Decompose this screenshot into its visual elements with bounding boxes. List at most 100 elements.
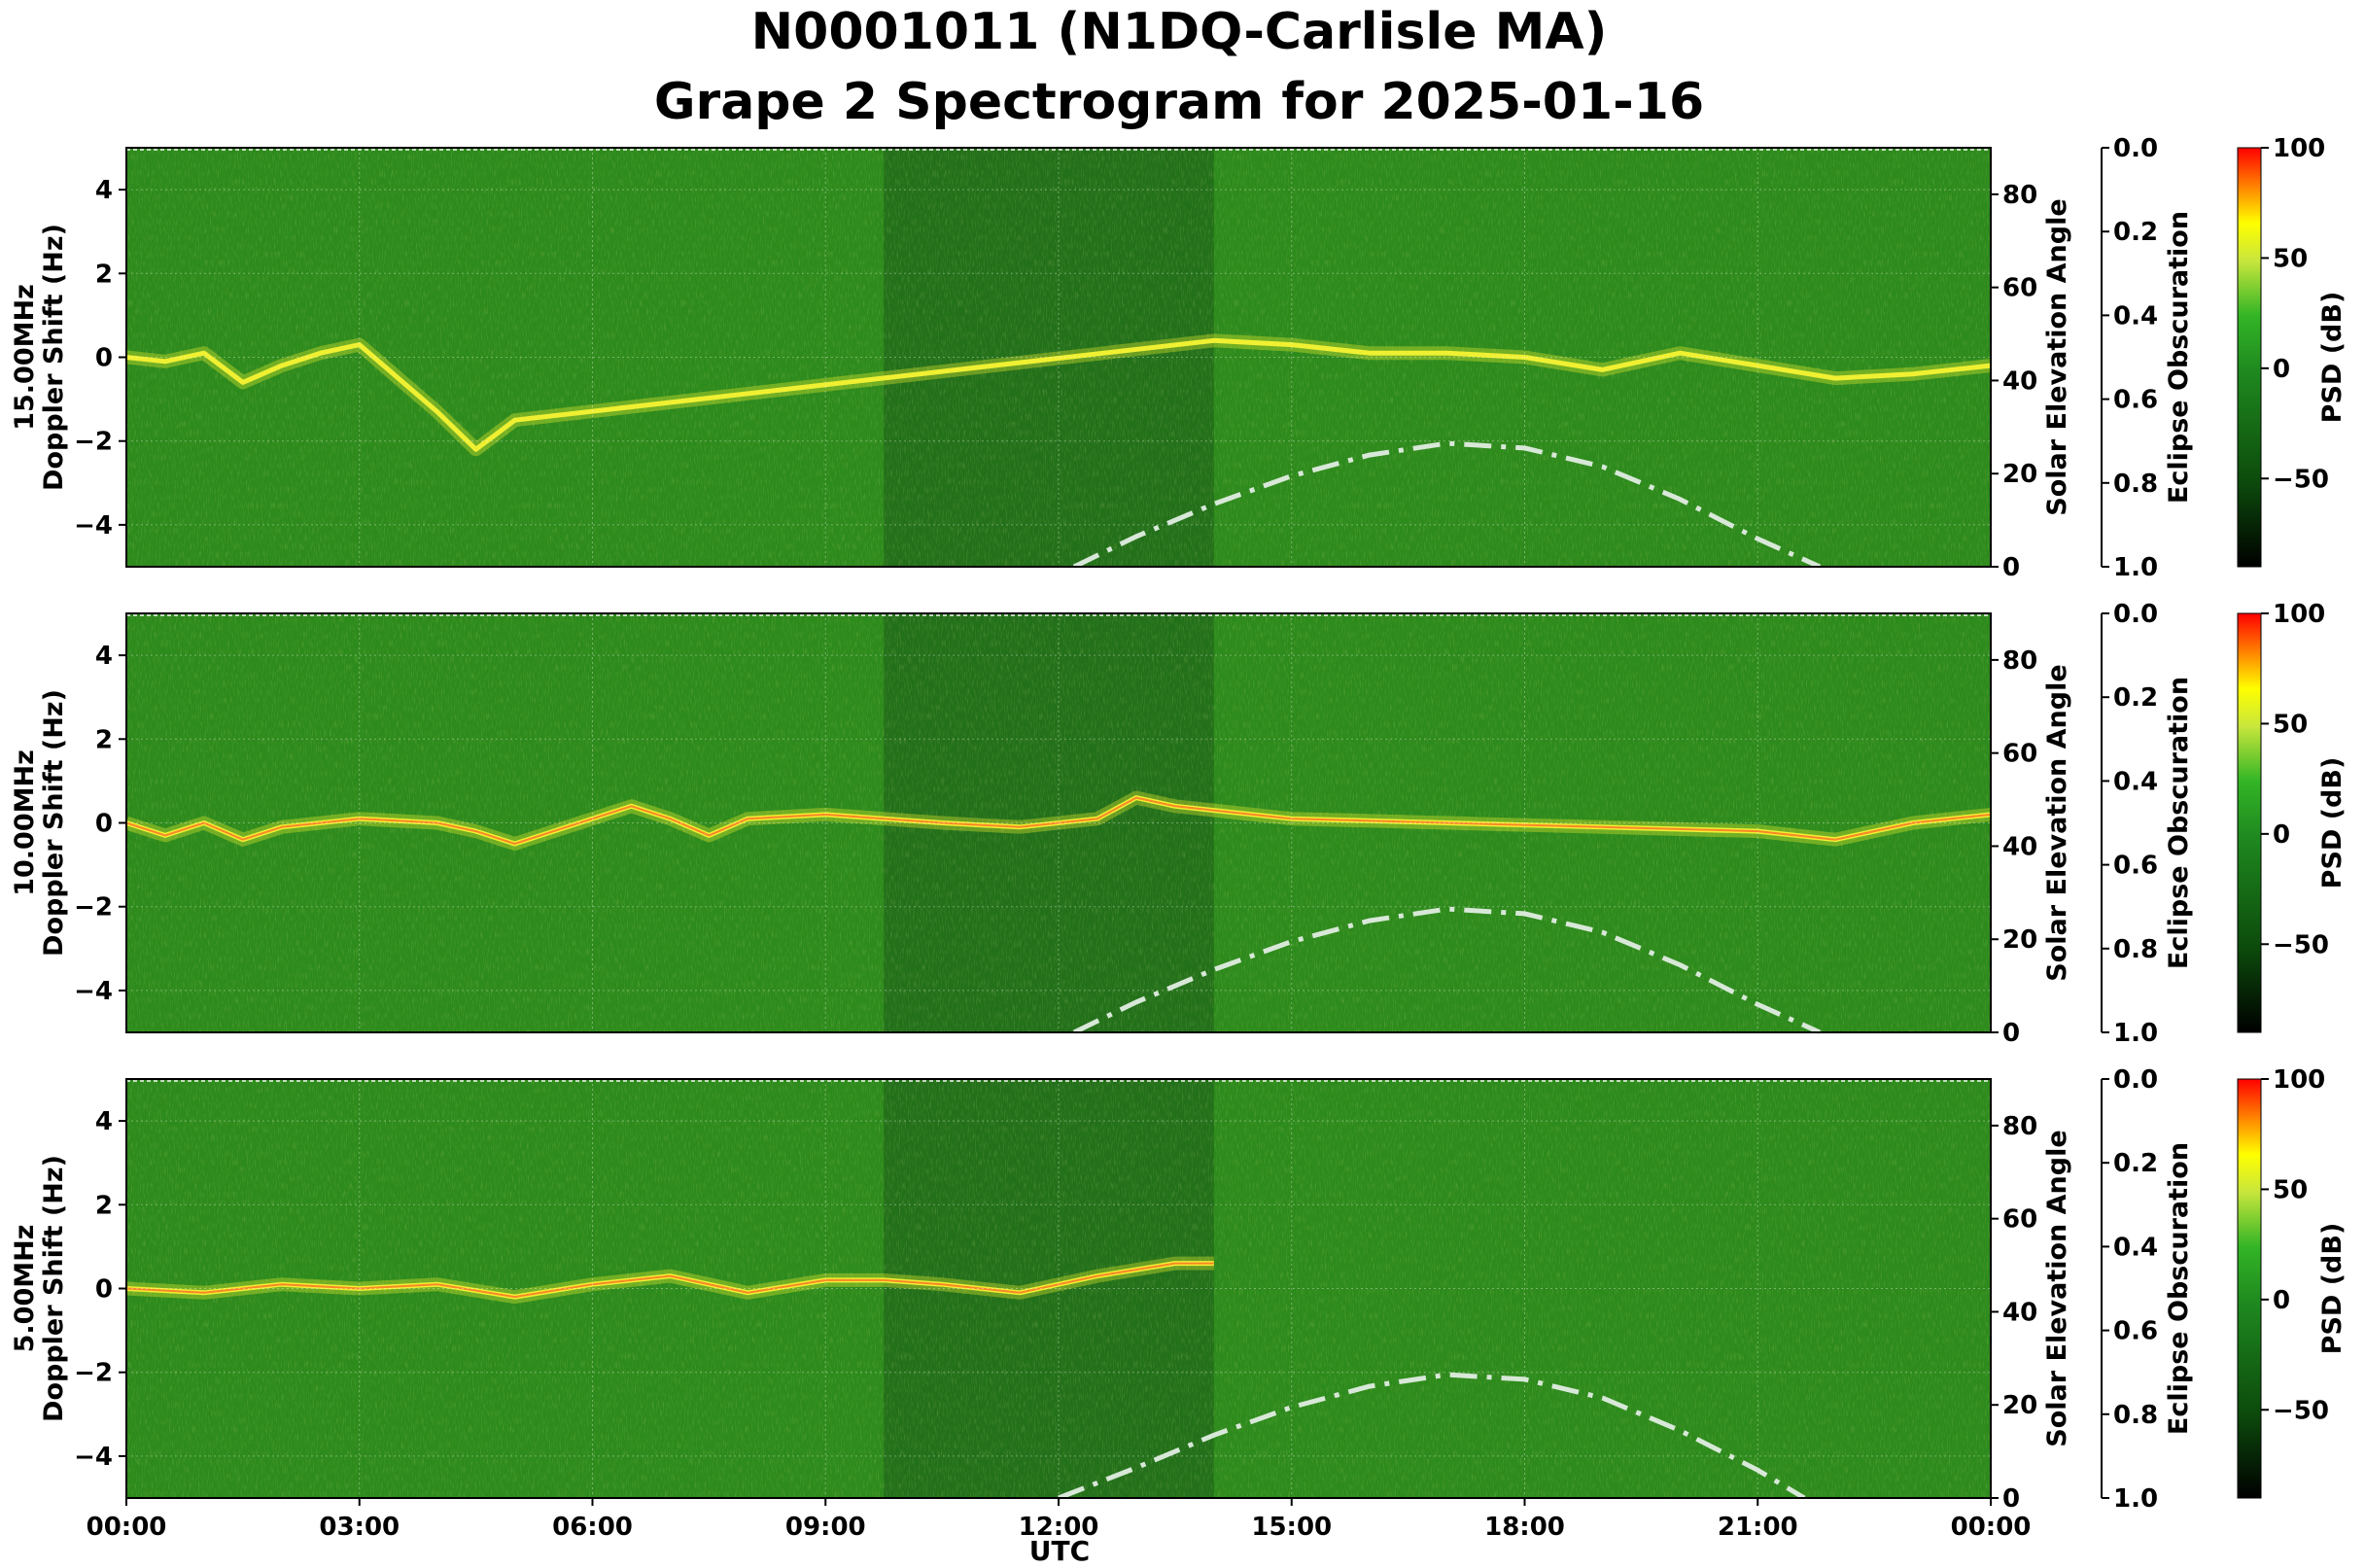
panel-15.00MHz: −4 −2 0 2 4 15.00MHz Doppler Shift (Hz) 0 20 40 60… bbox=[10, 134, 2348, 582]
y-tick-label: 4 bbox=[95, 176, 113, 205]
eclipse-tick-label: 0.6 bbox=[2113, 1317, 2158, 1346]
y-tick-label: 0 bbox=[95, 344, 113, 373]
y-tick-label: −4 bbox=[74, 511, 113, 540]
signal-trace-peak bbox=[125, 1262, 1214, 1299]
x-tick-label: 03:00 bbox=[319, 1513, 400, 1542]
colorbar-tick-label: −50 bbox=[2273, 465, 2329, 494]
eclipse-tick-label: 0.4 bbox=[2113, 301, 2158, 331]
solar-elevation-curve bbox=[1058, 1372, 1806, 1501]
elevation-tick-label: 20 bbox=[2002, 460, 2037, 489]
colorbar-label: PSD (dB) bbox=[2317, 757, 2348, 889]
eclipse-tick-label: 0.2 bbox=[2113, 1149, 2158, 1178]
y-tick-label: 4 bbox=[95, 642, 113, 671]
elevation-tick-label: 40 bbox=[2002, 832, 2037, 861]
panel-10.00MHz: −4 −2 0 2 4 10.00MHz Doppler Shift (Hz) 0 20 40 60… bbox=[10, 600, 2348, 1048]
frequency-label: 10.00MHz bbox=[10, 749, 40, 896]
y-tick-label: −2 bbox=[74, 428, 113, 457]
y-tick-label: −4 bbox=[74, 1443, 113, 1472]
eclipse-tick-label: 0.8 bbox=[2113, 1401, 2158, 1430]
colorbar-tick-label: −50 bbox=[2273, 930, 2329, 959]
elevation-tick-label: 40 bbox=[2002, 1298, 2037, 1327]
x-tick-label: 12:00 bbox=[1019, 1513, 1099, 1542]
eclipse-tick-label: 0.6 bbox=[2113, 386, 2158, 415]
x-tick-label: 06:00 bbox=[552, 1513, 633, 1542]
y-tick-label: 2 bbox=[95, 1191, 113, 1220]
elevation-tick-label: 80 bbox=[2002, 181, 2037, 210]
x-tick-label: 15:00 bbox=[1251, 1513, 1332, 1542]
figure-title-line2: Grape 2 Spectrogram for 2025-01-16 bbox=[654, 73, 1704, 131]
eclipse-tick-label: 1.0 bbox=[2113, 553, 2158, 582]
eclipse-tick-label: 0.6 bbox=[2113, 852, 2158, 881]
colorbar-tick-label: 0 bbox=[2273, 355, 2290, 384]
y-tick-label: −2 bbox=[74, 1359, 113, 1388]
colorbar-tick-label: −50 bbox=[2273, 1396, 2329, 1425]
eclipse-tick-label: 0.0 bbox=[2113, 1065, 2158, 1095]
frequency-label: 15.00MHz bbox=[10, 284, 40, 431]
elevation-tick-label: 80 bbox=[2002, 1112, 2037, 1141]
y-axis-label: Doppler Shift (Hz) bbox=[39, 1155, 69, 1422]
colorbar-tick-label: 100 bbox=[2273, 1065, 2325, 1095]
elevation-tick-label: 60 bbox=[2002, 274, 2037, 303]
colorbar-tick-label: 0 bbox=[2273, 1286, 2290, 1315]
eclipse-tick-label: 0.2 bbox=[2113, 218, 2158, 247]
eclipse-tick-label: 0.0 bbox=[2113, 600, 2158, 629]
elevation-tick-label: 60 bbox=[2002, 1205, 2037, 1235]
eclipse-tick-label: 1.0 bbox=[2113, 1484, 2158, 1514]
colorbar-tick-label: 100 bbox=[2273, 600, 2325, 629]
elevation-tick-label: 60 bbox=[2002, 740, 2037, 769]
elevation-tick-label: 20 bbox=[2002, 925, 2037, 955]
signal-trace bbox=[125, 337, 1992, 452]
eclipse-tick-label: 0.2 bbox=[2113, 683, 2158, 713]
solar-elevation-curve bbox=[1072, 440, 1822, 570]
signal-trace-peak bbox=[125, 796, 1992, 845]
x-tick-label: 18:00 bbox=[1484, 1513, 1565, 1542]
elevation-tick-label: 80 bbox=[2002, 646, 2037, 676]
eclipse-axis-label: Eclipse Obscuration bbox=[2164, 211, 2194, 504]
colorbar-tick-label: 0 bbox=[2273, 820, 2290, 850]
elevation-tick-label: 0 bbox=[2002, 553, 2020, 582]
elevation-tick-label: 40 bbox=[2002, 366, 2037, 396]
y-tick-label: 2 bbox=[95, 725, 113, 754]
elevation-axis-label: Solar Elevation Angle bbox=[2042, 1130, 2072, 1446]
frequency-label: 5.00MHz bbox=[10, 1225, 40, 1353]
colorbar-tick-label: 50 bbox=[2273, 244, 2308, 273]
y-tick-label: 4 bbox=[95, 1107, 113, 1136]
x-axis: 00:00 03:00 06:00 09:00 12:00 15:00 18:00 21:00… bbox=[87, 1498, 2032, 1542]
eclipse-tick-label: 0.0 bbox=[2113, 134, 2158, 163]
colorbar bbox=[2237, 147, 2262, 568]
x-tick-label: 21:00 bbox=[1718, 1513, 1798, 1542]
eclipse-axis-label: Eclipse Obscuration bbox=[2164, 677, 2194, 969]
colorbar bbox=[2237, 1078, 2262, 1499]
x-tick-label: 00:00 bbox=[1951, 1513, 2032, 1542]
eclipse-tick-label: 0.4 bbox=[2113, 767, 2158, 796]
elevation-axis-label: Solar Elevation Angle bbox=[2042, 664, 2072, 981]
x-axis-label: UTC bbox=[1029, 1535, 1090, 1567]
eclipse-tick-label: 0.8 bbox=[2113, 935, 2158, 964]
y-axis-label: Doppler Shift (Hz) bbox=[39, 689, 69, 957]
colorbar-tick-label: 50 bbox=[2273, 710, 2308, 739]
eclipse-axis-label: Eclipse Obscuration bbox=[2164, 1142, 2194, 1435]
eclipse-tick-label: 0.8 bbox=[2113, 470, 2158, 499]
panel-5.00MHz: −4 −2 0 2 4 5.00MHz Doppler Shift (Hz) 0 20 40 60 8… bbox=[10, 1065, 2348, 1514]
eclipse-tick-label: 1.0 bbox=[2113, 1019, 2158, 1048]
elevation-tick-label: 0 bbox=[2002, 1484, 2020, 1514]
y-tick-label: 0 bbox=[95, 810, 113, 839]
x-tick-label: 09:00 bbox=[785, 1513, 866, 1542]
eclipse-tick-label: 0.4 bbox=[2113, 1233, 2158, 1262]
elevation-axis-label: Solar Elevation Angle bbox=[2042, 198, 2072, 515]
colorbar-tick-label: 50 bbox=[2273, 1175, 2308, 1204]
elevation-tick-label: 20 bbox=[2002, 1391, 2037, 1420]
colorbar bbox=[2237, 612, 2262, 1033]
colorbar-tick-label: 100 bbox=[2273, 134, 2325, 163]
colorbar-label: PSD (dB) bbox=[2317, 292, 2348, 424]
elevation-tick-label: 0 bbox=[2002, 1019, 2020, 1048]
solar-elevation-curve bbox=[1072, 906, 1822, 1035]
y-tick-label: −4 bbox=[74, 977, 113, 1006]
y-tick-label: 0 bbox=[95, 1275, 113, 1305]
y-tick-label: −2 bbox=[74, 893, 113, 923]
y-axis-label: Doppler Shift (Hz) bbox=[39, 224, 69, 491]
y-tick-label: 2 bbox=[95, 260, 113, 289]
colorbar-label: PSD (dB) bbox=[2317, 1223, 2348, 1355]
x-tick-label: 00:00 bbox=[87, 1513, 167, 1542]
